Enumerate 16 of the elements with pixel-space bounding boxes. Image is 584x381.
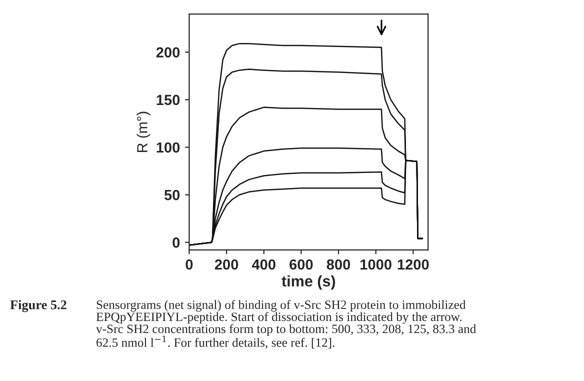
x-axis-title: time (s) [282,275,336,290]
y-tick-label: 0 [172,237,180,248]
x-tick-label: 600 [290,259,313,270]
caption: Figure 5.2 [10,300,66,312]
x-tick-label: 400 [252,259,276,270]
x-tick-label: 200 [214,259,238,270]
y-tick-label: 50 [164,190,180,200]
x-tick-label: 0 [186,259,193,270]
x-tick-label: 1200 [398,259,429,270]
y-tick-label: 200 [156,47,180,58]
x-tick-label: 800 [326,259,350,270]
text: Sensorgrams (net signal) of binding of v-Src SH2 protein to immobilized EPQpYEEIPIYL-peptide. Start of dissociation is indicated by the arrow. v-Src SH2 concentrations form top to bottom: 500, 333, 208, 125, 83.3 and 62.5 nmol l$^{−1}$. For further details, see ref. [12]. [96,300,476,349]
y-axis-title: R (m°) [136,112,150,152]
y-tick-label: 100 [156,142,180,153]
x-tick-label: 1000 [360,259,392,270]
y-tick-label: 150 [156,94,180,106]
